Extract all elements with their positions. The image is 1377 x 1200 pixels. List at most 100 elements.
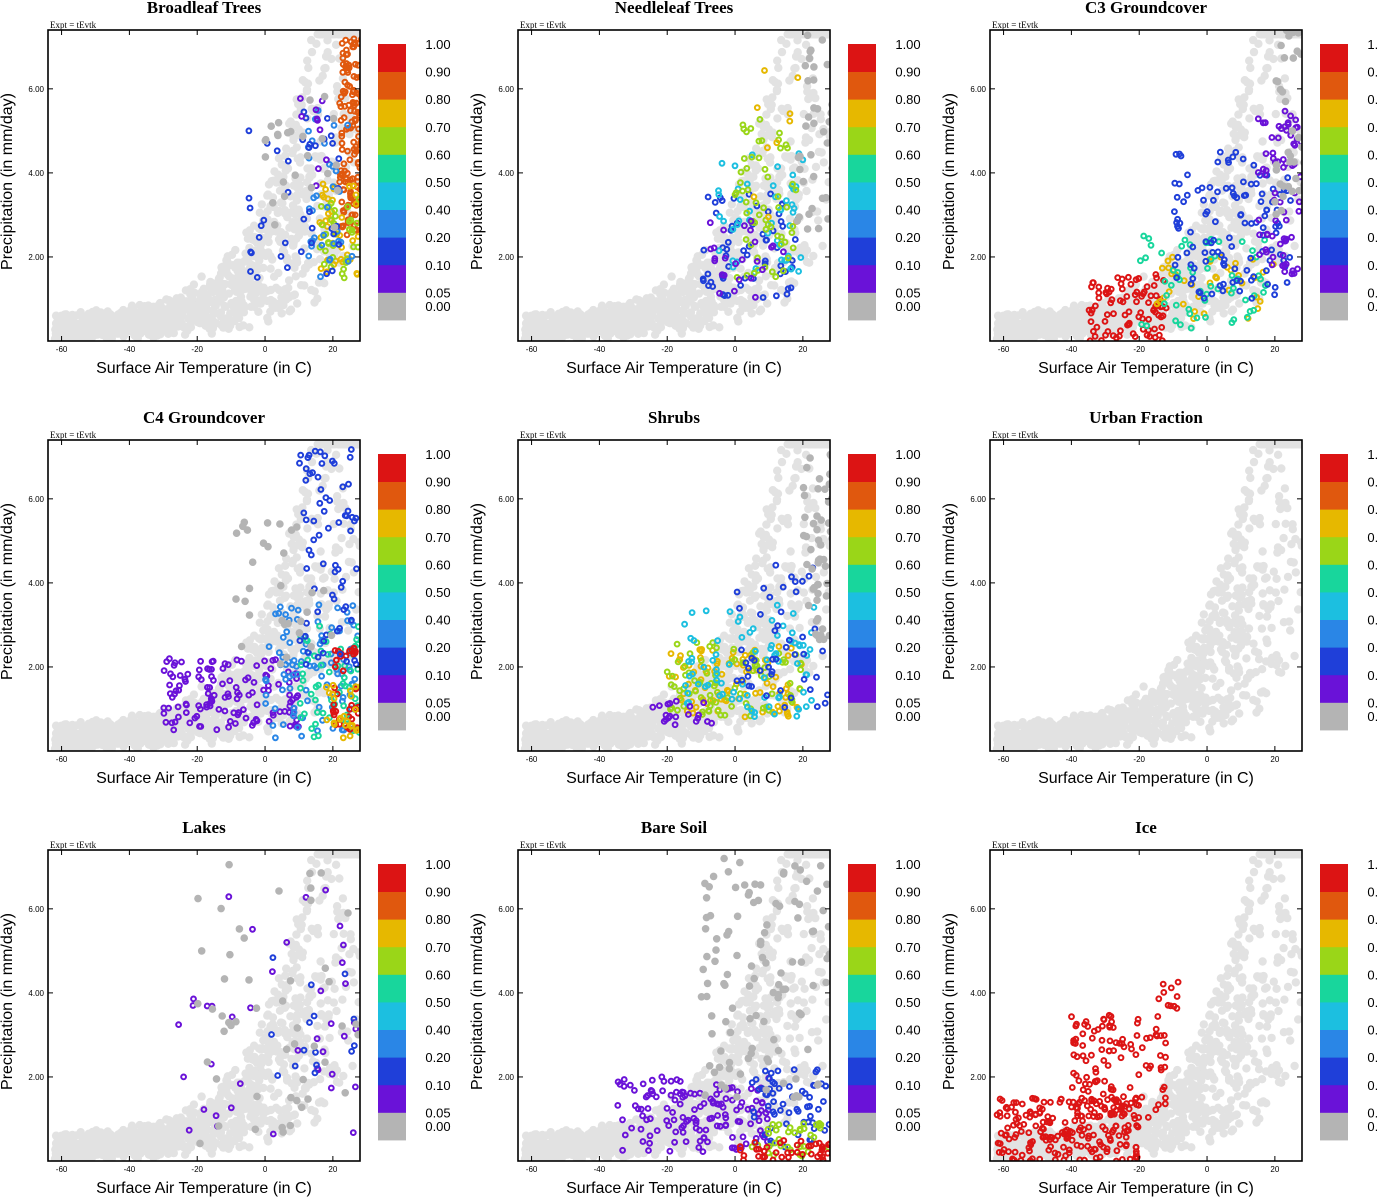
- colorbar-swatch: [378, 44, 406, 72]
- data-point: [277, 253, 285, 260]
- data-point: [776, 129, 783, 137]
- data-point: [1212, 218, 1219, 226]
- background-point: [1224, 144, 1233, 153]
- data-point: [1271, 291, 1278, 299]
- background-point: [312, 39, 321, 48]
- data-point: [354, 233, 360, 240]
- background-point: [702, 296, 711, 306]
- data-point: [343, 60, 350, 67]
- background-point: [573, 307, 582, 316]
- background-point: [257, 200, 266, 209]
- background-point: [118, 312, 127, 322]
- data-point: [752, 199, 760, 207]
- data-point: [1271, 284, 1279, 291]
- background-point: [1228, 305, 1238, 314]
- data-point: [1247, 254, 1255, 262]
- background-point: [1271, 109, 1281, 119]
- data-point: [704, 270, 712, 278]
- data-point: [362, 114, 367, 119]
- data-point: [1292, 174, 1300, 183]
- background-point: [809, 30, 819, 39]
- colorbar-label: 0.00: [425, 299, 450, 314]
- data-point: [754, 254, 761, 262]
- background-point: [717, 281, 726, 291]
- x-tick-label: -40: [594, 345, 606, 354]
- data-point: [1303, 100, 1311, 108]
- data-point: [1172, 317, 1179, 325]
- colorbar-swatch: [378, 99, 406, 128]
- colorbar-swatch: [1320, 154, 1348, 183]
- background-point: [744, 170, 753, 179]
- background-point: [727, 200, 736, 209]
- background-point: [290, 263, 299, 272]
- background-point: [1059, 320, 1069, 329]
- data-point: [1284, 121, 1292, 128]
- data-point: [801, 61, 810, 70]
- data-point: [1183, 249, 1191, 257]
- data-point: [362, 210, 367, 215]
- data-point: [261, 153, 270, 161]
- background-point: [763, 299, 772, 308]
- background-point: [293, 299, 302, 308]
- data-point: [1145, 299, 1152, 307]
- data-point: [324, 115, 331, 122]
- data-point: [350, 138, 358, 146]
- background-point: [243, 255, 252, 265]
- data-point: [245, 194, 253, 202]
- background-point: [246, 302, 256, 311]
- background-point: [1029, 318, 1038, 328]
- background-point: [1264, 30, 1273, 39]
- background-point: [214, 277, 224, 286]
- data-point: [1206, 279, 1214, 287]
- data-point: [1119, 298, 1127, 306]
- data-point: [1268, 134, 1276, 141]
- data-point: [1272, 223, 1279, 230]
- data-point: [340, 274, 348, 282]
- data-point: [803, 31, 812, 40]
- data-point: [1250, 306, 1258, 314]
- data-point: [1179, 300, 1187, 308]
- panel-title: C3 Groundcover: [1085, 0, 1207, 17]
- background-point: [706, 305, 715, 315]
- background-point: [285, 223, 294, 232]
- data-point: [1288, 233, 1295, 241]
- x-tick-label: -40: [1066, 345, 1078, 354]
- data-point: [323, 203, 331, 211]
- background-point: [1240, 76, 1250, 85]
- background-point: [819, 158, 828, 167]
- data-point: [736, 196, 744, 204]
- colorbar-label: 0.80: [1367, 92, 1377, 107]
- background-point: [300, 281, 309, 290]
- background-point: [641, 303, 651, 313]
- background-point: [606, 329, 615, 338]
- colorbar-label: 0.40: [425, 203, 450, 218]
- data-point: [742, 236, 750, 243]
- background-point: [232, 296, 241, 306]
- data-point: [759, 230, 767, 238]
- background-point: [756, 192, 765, 201]
- data-point: [362, 43, 367, 48]
- data-point: [818, 36, 827, 44]
- data-point: [355, 125, 360, 133]
- background-point: [741, 283, 751, 292]
- data-point: [716, 213, 723, 220]
- data-point: [363, 73, 368, 78]
- data-point: [773, 292, 780, 300]
- background-point: [315, 255, 325, 264]
- data-point: [737, 282, 744, 289]
- data-point: [799, 177, 808, 186]
- background-point: [715, 233, 725, 242]
- data-point: [789, 180, 796, 188]
- background-point: [1209, 227, 1218, 236]
- data-point: [1287, 112, 1294, 120]
- y-tick-label: 4.00: [28, 169, 44, 178]
- data-point: [1204, 264, 1211, 272]
- data-point: [364, 129, 369, 134]
- background-point: [1187, 233, 1197, 242]
- data-point: [1231, 265, 1239, 273]
- data-point: [1290, 270, 1298, 277]
- background-point: [298, 503, 307, 512]
- background-point: [1258, 179, 1267, 188]
- data-point: [732, 260, 739, 268]
- background-point: [1245, 114, 1254, 123]
